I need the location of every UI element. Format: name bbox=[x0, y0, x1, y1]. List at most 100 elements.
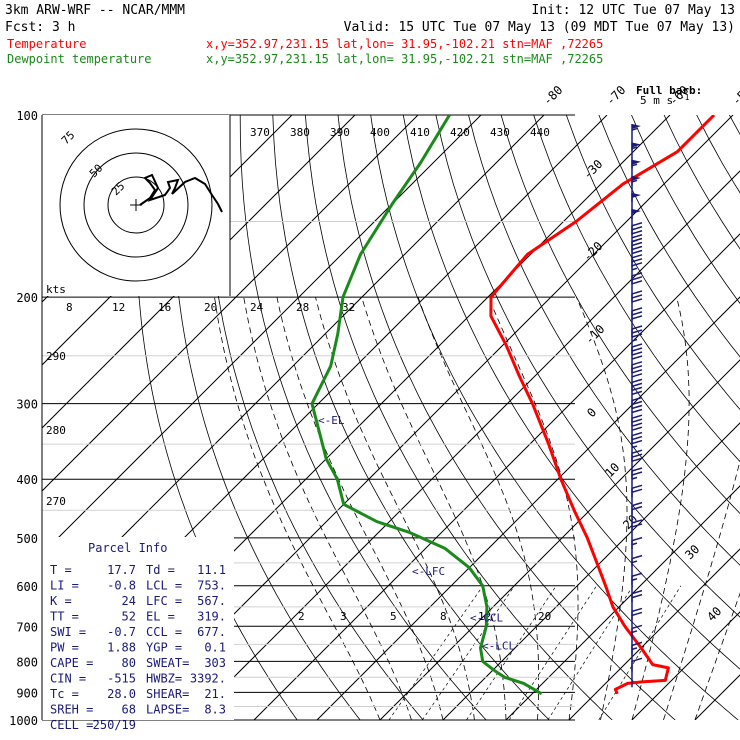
wind-scale-label: 20 bbox=[204, 301, 217, 314]
parcel-field-value: 3392. bbox=[190, 672, 226, 686]
wind-barb-feather bbox=[631, 262, 643, 267]
wind-barb-pennant bbox=[632, 124, 641, 130]
temperature-trace bbox=[489, 115, 716, 695]
isotherm bbox=[568, 548, 740, 720]
wind-barb-feather bbox=[631, 386, 643, 392]
parcel-field-value: 28.0 bbox=[107, 687, 136, 701]
wind-barb-feather bbox=[631, 351, 643, 356]
isotherm-label: -70 bbox=[603, 83, 628, 108]
moist-adiabat bbox=[214, 297, 381, 720]
dry-adiabat bbox=[500, 115, 740, 514]
mixing-ratio-label: 8 bbox=[440, 610, 447, 623]
wind-barb-feather bbox=[631, 311, 643, 316]
level-marker-label: <-CCL bbox=[470, 612, 503, 625]
wind-barb-half-feather bbox=[631, 578, 638, 581]
level-markers: <-EL <-LFC <-CCL <-LCL bbox=[318, 414, 515, 653]
dry-adiabat bbox=[631, 115, 740, 304]
wind-barb-feather bbox=[631, 347, 643, 352]
dry-adiabat bbox=[239, 115, 487, 720]
parcel-field-label: Td = bbox=[146, 563, 175, 577]
parcel-field-label: SWI = bbox=[50, 625, 86, 639]
level-marker-label: <-LCL bbox=[482, 639, 515, 652]
wind-barb-half-feather bbox=[631, 630, 638, 634]
parcel-field-label: K = bbox=[50, 594, 72, 608]
parcel-field-value: 303 bbox=[204, 656, 226, 670]
wind-barb-feather bbox=[631, 234, 643, 239]
level-marker-label: <-EL bbox=[318, 414, 345, 427]
wind-barb-feather bbox=[631, 333, 643, 338]
parcel-field-label: LI = bbox=[50, 579, 79, 593]
forecast-hour: Fcst: 3 h bbox=[5, 20, 75, 35]
isotherm-label: -50 bbox=[729, 83, 740, 108]
wind-barb-feather bbox=[631, 365, 643, 370]
mixing-ratio-label: 20 bbox=[538, 610, 551, 623]
isotherm-label: 30 bbox=[682, 542, 702, 562]
parcel-field-label: SHEAR= bbox=[146, 687, 189, 701]
wind-barb-feather bbox=[631, 488, 643, 494]
theta-label: 370 bbox=[250, 126, 270, 139]
wind-barb-half-feather bbox=[631, 163, 638, 167]
wind-barb-feather bbox=[631, 226, 643, 231]
wind-barb-feather bbox=[631, 254, 643, 259]
pressure-tick-label: 600 bbox=[16, 580, 38, 594]
parcel-field-label: CELL = bbox=[50, 718, 93, 732]
parcel-field-value: 80 bbox=[122, 656, 136, 670]
parcel-field-value: 677. bbox=[197, 625, 226, 639]
wind-barb-feather bbox=[631, 272, 643, 277]
wind-barb bbox=[631, 467, 643, 498]
wind-scale-label: 16 bbox=[158, 301, 171, 314]
wind-barb-feather bbox=[631, 657, 643, 663]
pressure-tick-label: 300 bbox=[16, 398, 38, 412]
wind-barb-half-feather bbox=[631, 146, 638, 150]
wind-barb-feather bbox=[631, 418, 643, 423]
parcel-field-value: 1.88 bbox=[107, 641, 136, 655]
level-marker-label: <-LFC bbox=[412, 565, 445, 578]
wind-barb-feather bbox=[631, 294, 643, 299]
wind-barb-feather bbox=[631, 426, 643, 431]
wind-barb-feather bbox=[631, 245, 643, 251]
wind-barb-feather bbox=[631, 435, 643, 441]
parcel-field-label: T = bbox=[50, 563, 72, 577]
parcel-field-value: 68 bbox=[122, 703, 136, 717]
parcel-field-label: TT = bbox=[50, 610, 79, 624]
parcel-field-label: LFC = bbox=[146, 594, 182, 608]
wind-scale-label: 8 bbox=[66, 301, 73, 314]
wind-barb-feather bbox=[631, 315, 643, 320]
moist-adiabat bbox=[488, 296, 579, 720]
wind-barb-feather bbox=[631, 404, 643, 410]
parcel-field-label: EL = bbox=[146, 610, 175, 624]
dewpoint-legend-label: Dewpoint temperature bbox=[7, 52, 152, 66]
moist-adiabats bbox=[214, 296, 740, 720]
wind-barb bbox=[631, 657, 643, 688]
parcel-info-panel: Parcel Info T = 17.7 Td = 11.1 LI = -0.8 LCL =… bbox=[50, 541, 226, 732]
wind-barb-feather bbox=[631, 355, 643, 360]
wind-barb-feather bbox=[631, 449, 643, 454]
parcel-field-label: CIN = bbox=[50, 672, 86, 686]
wind-barb-feather bbox=[631, 373, 643, 378]
mixing-ratio-label: 2 bbox=[298, 610, 305, 623]
wind-barb-feather bbox=[631, 572, 643, 577]
mixing-ratio-line bbox=[598, 585, 682, 720]
mixing-ratio-line bbox=[547, 585, 634, 720]
isotherm bbox=[42, 115, 482, 555]
isotherm-label: 10 bbox=[602, 460, 622, 480]
wind-barb-feather bbox=[631, 230, 643, 235]
temperature-location: x,y=352.97,231.15 lat,lon= 31.95,-102.21… bbox=[206, 37, 603, 51]
parcel-field-label: LAPSE= bbox=[146, 703, 189, 717]
wind-barb-pennant bbox=[632, 142, 641, 148]
dewpoint-trace bbox=[310, 115, 543, 696]
pressure-tick-label: 200 bbox=[16, 291, 38, 305]
wind-scale-label: 32 bbox=[342, 301, 355, 314]
isotherm bbox=[190, 170, 740, 720]
pressure-tick-label: 900 bbox=[16, 686, 38, 700]
wind-barb-pennant bbox=[632, 159, 641, 165]
pressure-tick-label: 800 bbox=[16, 655, 38, 669]
wind-barb-feather bbox=[631, 422, 643, 427]
wind-barb-half-feather bbox=[631, 560, 638, 564]
wind-barb-feather bbox=[631, 431, 643, 437]
wind-barb-feather bbox=[631, 593, 643, 599]
dry-adiabat bbox=[533, 115, 740, 463]
wind-barb-feather bbox=[631, 369, 643, 374]
mixing-ratio-line bbox=[466, 585, 557, 720]
moist-adiabat bbox=[243, 297, 412, 720]
